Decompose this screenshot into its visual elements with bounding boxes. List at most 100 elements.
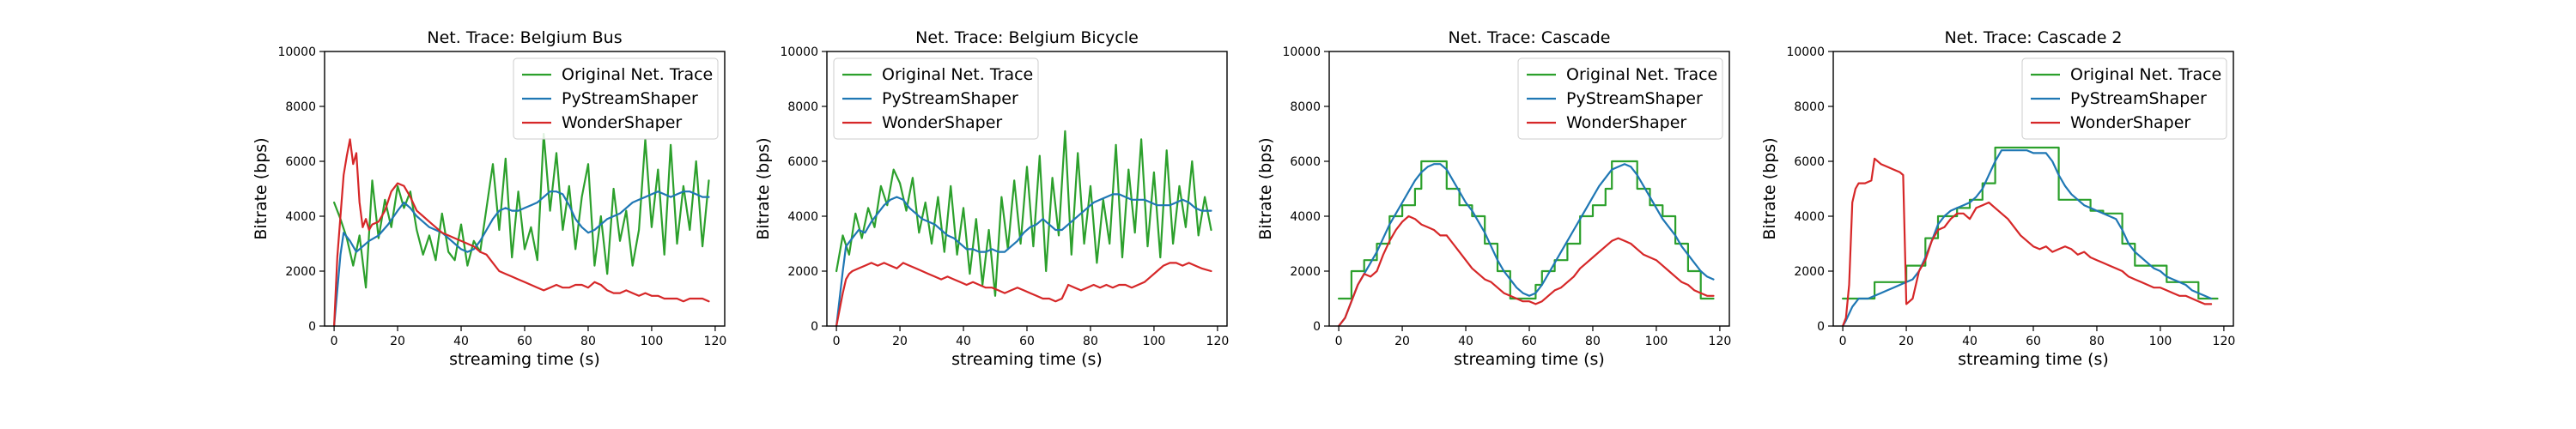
y-tick-label: 8000 <box>1290 100 1321 114</box>
x-tick-label: 0 <box>1839 335 1847 348</box>
legend-entry: Original Net. Trace <box>882 65 1033 84</box>
y-axis-label: Bitrate (bps) <box>1760 137 1779 239</box>
y-tick-label: 8000 <box>787 100 818 114</box>
series-group <box>835 130 1212 326</box>
legend: Original Net. Trace PyStreamShaper WonderS… <box>513 57 719 140</box>
chart-title: Net. Trace: Cascade <box>1449 28 1611 47</box>
series-line-original-net-trace <box>1842 146 2219 300</box>
x-tick-label: 0 <box>1335 335 1343 348</box>
y-tick-label: 10000 <box>1786 45 1825 59</box>
x-tick-label: 20 <box>892 335 908 348</box>
legend-entry: WonderShaper <box>1566 113 1686 132</box>
series-line-original-net-trace <box>333 132 710 289</box>
legend-entry: Original Net. Trace <box>562 65 713 84</box>
x-tick-label: 60 <box>1019 335 1035 348</box>
legend-entry: PyStreamShaper <box>562 89 698 108</box>
x-tick-label: 100 <box>641 335 664 348</box>
y-tick-label: 2000 <box>285 265 316 279</box>
legend: Original Net. Trace PyStreamShaper WonderS… <box>833 57 1039 140</box>
y-axis-label: Bitrate (bps) <box>252 137 270 239</box>
y-tick-label: 8000 <box>285 100 316 114</box>
y-tick-label: 6000 <box>285 155 316 169</box>
y-tick-label: 2000 <box>1794 265 1825 279</box>
x-tick-label: 60 <box>517 335 532 348</box>
x-tick-label: 40 <box>453 335 469 348</box>
series-line-pystreamshaper <box>1338 163 1715 326</box>
series-group <box>333 132 710 326</box>
series-line-pystreamshaper <box>1842 149 2213 326</box>
y-tick-label: 4000 <box>285 210 316 224</box>
series-line-original-net-trace <box>835 130 1212 297</box>
x-axis-label: streaming time (s) <box>951 350 1103 369</box>
chart-title: Net. Trace: Belgium Bus <box>427 28 622 47</box>
y-tick-label: 0 <box>308 320 316 334</box>
legend-entry: PyStreamShaper <box>882 89 1018 108</box>
series-line-wondershaper <box>333 138 710 326</box>
legend-entry: WonderShaper <box>2070 113 2190 132</box>
series-line-pystreamshaper <box>333 190 710 326</box>
x-tick-label: 120 <box>1206 335 1230 348</box>
legend: Original Net. Trace PyStreamShaper WonderS… <box>1517 57 1723 140</box>
x-tick-label: 40 <box>1458 335 1473 348</box>
x-tick-label: 20 <box>1394 335 1410 348</box>
x-tick-label: 80 <box>2089 335 2105 348</box>
legend-entry: Original Net. Trace <box>1566 65 1717 84</box>
y-tick-label: 4000 <box>1794 210 1825 224</box>
x-tick-label: 120 <box>704 335 727 348</box>
x-axis-label: streaming time (s) <box>449 350 600 369</box>
series-line-pystreamshaper <box>835 193 1212 326</box>
x-tick-label: 0 <box>331 335 338 348</box>
y-axis-label: Bitrate (bps) <box>1256 137 1275 239</box>
x-axis-label: streaming time (s) <box>1958 350 2109 369</box>
chart-panel-2: Net. Trace: Belgium Bicycle 0 20 40 60 80 100 1… <box>754 28 1229 369</box>
legend-entry: WonderShaper <box>882 113 1002 132</box>
series-group <box>1842 146 2219 326</box>
x-tick-label: 100 <box>1143 335 1166 348</box>
chart-panel-1: Net. Trace: Belgium Bus 0 20 40 60 80 100 120 0 2… <box>252 28 726 369</box>
chart-title: Net. Trace: Cascade 2 <box>1944 28 2122 47</box>
y-tick-label: 8000 <box>1794 100 1825 114</box>
chart-panel-3: Net. Trace: Cascade 0 20 40 60 80 100 120 0 2000 4… <box>1256 28 1731 369</box>
x-tick-label: 60 <box>1522 335 1537 348</box>
x-axis-label: streaming time (s) <box>1454 350 1605 369</box>
y-tick-label: 6000 <box>787 155 818 169</box>
legend-box <box>2021 57 2227 140</box>
legend-box <box>833 57 1039 140</box>
y-tick-label: 0 <box>1817 320 1825 334</box>
y-tick-label: 0 <box>1313 320 1321 334</box>
y-tick-label: 4000 <box>787 210 818 224</box>
y-tick-label: 10000 <box>780 45 818 59</box>
legend-box <box>1517 57 1723 140</box>
x-tick-label: 20 <box>1899 335 1914 348</box>
y-tick-label: 0 <box>811 320 818 334</box>
series-line-wondershaper <box>1842 157 2213 326</box>
y-axis-label: Bitrate (bps) <box>754 137 773 239</box>
legend-entry: PyStreamShaper <box>2070 89 2207 108</box>
x-tick-label: 120 <box>2213 335 2236 348</box>
x-tick-label: 0 <box>833 335 841 348</box>
x-tick-label: 80 <box>580 335 596 348</box>
legend: Original Net. Trace PyStreamShaper WonderS… <box>2021 57 2227 140</box>
y-tick-label: 10000 <box>1282 45 1321 59</box>
y-tick-label: 2000 <box>1290 265 1321 279</box>
series-line-wondershaper <box>1338 214 1715 326</box>
x-tick-label: 60 <box>2026 335 2041 348</box>
legend-entry: WonderShaper <box>562 113 682 132</box>
y-tick-label: 10000 <box>277 45 316 59</box>
y-tick-label: 6000 <box>1290 155 1321 169</box>
y-tick-label: 4000 <box>1290 210 1321 224</box>
x-tick-label: 120 <box>1709 335 1732 348</box>
x-tick-label: 40 <box>956 335 971 348</box>
series-line-wondershaper <box>835 262 1212 326</box>
x-tick-label: 80 <box>1083 335 1098 348</box>
x-tick-label: 100 <box>1645 335 1668 348</box>
legend-entry: Original Net. Trace <box>2070 65 2221 84</box>
x-tick-label: 100 <box>2149 335 2172 348</box>
x-tick-label: 40 <box>1962 335 1978 348</box>
x-tick-label: 80 <box>1585 335 1601 348</box>
legend-box <box>513 57 719 140</box>
legend-entry: PyStreamShaper <box>1566 89 1703 108</box>
series-group <box>1338 160 1715 326</box>
x-tick-label: 20 <box>390 335 405 348</box>
